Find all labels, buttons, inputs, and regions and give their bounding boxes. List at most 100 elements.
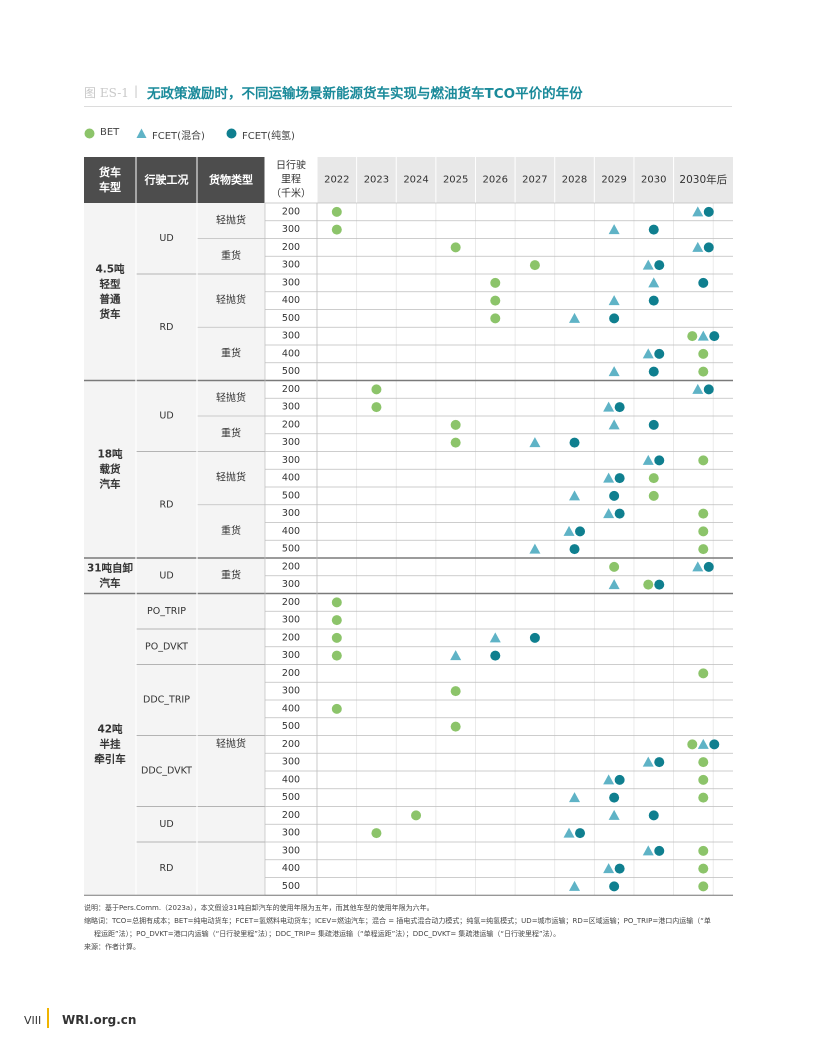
- mileage-label: 300: [282, 757, 300, 768]
- fcet-mix-marker: [450, 650, 462, 661]
- mileage-label: 200: [282, 597, 300, 608]
- mileage-label: 200: [282, 632, 300, 643]
- bet-marker: [687, 331, 698, 342]
- title-divider: [84, 106, 732, 107]
- fcet-mix-marker: [692, 561, 704, 572]
- cargo-label: 轻抛货: [216, 391, 246, 404]
- fcet-pure-marker: [648, 295, 659, 306]
- truck-type-label: 载货: [100, 462, 121, 475]
- fcet-pure-marker: [709, 739, 720, 750]
- bet-marker: [698, 668, 709, 679]
- year-column-label: 2023: [364, 175, 389, 186]
- fcet-mix-marker: [603, 774, 615, 785]
- fcet-pure-marker: [529, 632, 540, 643]
- condition-label: DDC_TRIP: [143, 695, 190, 706]
- fcet-pure-marker: [569, 437, 580, 448]
- mileage-label: 500: [282, 792, 300, 803]
- year-column-label: 2030年后: [679, 173, 727, 186]
- truck-type-label: 轻型: [100, 277, 121, 290]
- bet-marker: [648, 490, 659, 501]
- bet-marker: [371, 384, 382, 395]
- year-column-label: 2027: [522, 175, 547, 186]
- fcet-mix-marker: [569, 880, 581, 891]
- mileage-label: 500: [282, 366, 300, 377]
- bet-marker: [450, 686, 461, 697]
- mileage-label: 300: [282, 402, 300, 413]
- header-mileage-line: 日行驶: [276, 159, 306, 172]
- fcet-mix-marker: [529, 437, 541, 448]
- fcet-mix-marker: [608, 419, 620, 430]
- bet-marker: [411, 810, 422, 821]
- truck-type-label: 普通: [100, 292, 121, 305]
- grid-background: [265, 203, 733, 896]
- fcet-pure-marker: [648, 419, 659, 430]
- mileage-label: 200: [282, 419, 300, 430]
- year-column-label: 2025: [443, 175, 468, 186]
- note-abbreviations-cont: 程运距”法）；PO_DVKT=港口内运输（“日行驶里程”法）；DDC_TRIP=…: [94, 930, 561, 938]
- condition-label: UD: [159, 411, 173, 422]
- header-years-background: [317, 157, 733, 203]
- bet-marker: [371, 402, 382, 413]
- fcet-mix-marker: [697, 738, 709, 749]
- bet-marker: [450, 721, 461, 732]
- mileage-label: 300: [282, 224, 300, 235]
- truck-type-label: 汽车: [100, 477, 121, 490]
- condition-label: RD: [160, 863, 174, 874]
- mileage-label: 200: [282, 810, 300, 821]
- fcet-mix-marker: [569, 792, 581, 803]
- truck-type-label: 42吨: [97, 722, 123, 735]
- bet-marker: [698, 366, 709, 377]
- fcet-mix-marker: [529, 543, 541, 554]
- footer-site: WRI.org.cn: [62, 1013, 137, 1027]
- year-column-label: 2026: [483, 175, 508, 186]
- bet-marker: [687, 739, 698, 750]
- fcet-pure-marker: [614, 774, 625, 785]
- header-mileage-line: （千米）: [271, 187, 311, 200]
- fcet-mix-marker: [563, 525, 575, 536]
- legend-label-bet: BET: [100, 127, 120, 138]
- mileage-label: 400: [282, 703, 300, 714]
- cargo-label: 轻抛货: [216, 293, 246, 306]
- bet-marker: [698, 757, 709, 768]
- fcet-pure-marker: [609, 792, 620, 803]
- bet-marker: [698, 455, 709, 466]
- truck-type-label: 18吨: [97, 447, 123, 460]
- fcet-pure-marker: [614, 402, 625, 413]
- bet-circle-icon: [84, 128, 95, 139]
- fcet-pure-marker: [698, 277, 709, 288]
- mileage-label: 200: [282, 739, 300, 750]
- mileage-label: 500: [282, 544, 300, 555]
- condition-label: UD: [159, 570, 173, 581]
- bet-marker: [490, 295, 501, 306]
- fcet-mix-marker: [603, 472, 615, 483]
- fcet-mix-marker: [569, 312, 581, 323]
- fcet-pure-marker: [609, 313, 620, 324]
- mileage-label: 400: [282, 774, 300, 785]
- fcet-mix-marker: [603, 401, 615, 412]
- mileage-label: 200: [282, 242, 300, 253]
- fcet-mix-marker: [697, 330, 709, 341]
- header-mileage-background: [265, 157, 317, 203]
- cargo-label: 重货: [221, 426, 241, 439]
- fcet-pure-marker: [654, 348, 665, 359]
- mileage-label: 300: [282, 579, 300, 590]
- fcet-pure-marker: [614, 473, 625, 484]
- fcet-mix-marker: [608, 224, 620, 235]
- truck-type-label: 货车: [99, 307, 121, 320]
- mileage-label: 300: [282, 686, 300, 697]
- fcet-mix-marker: [608, 579, 620, 590]
- mileage-label: 500: [282, 881, 300, 892]
- fcet-mix-marker: [642, 845, 654, 856]
- cargo-label: 轻抛货: [216, 471, 246, 484]
- bet-marker: [450, 419, 461, 430]
- fcet-mix-marker: [642, 454, 654, 465]
- bet-marker: [450, 242, 461, 253]
- mileage-label: 400: [282, 295, 300, 306]
- truck-type-label: 汽车: [100, 576, 121, 589]
- mileage-label: 500: [282, 721, 300, 732]
- header-cargo: 货物类型: [208, 173, 253, 187]
- bet-marker: [698, 881, 709, 892]
- bet-marker: [698, 845, 709, 856]
- bet-marker: [331, 632, 342, 643]
- header-truck-type-line: 货车: [98, 165, 121, 179]
